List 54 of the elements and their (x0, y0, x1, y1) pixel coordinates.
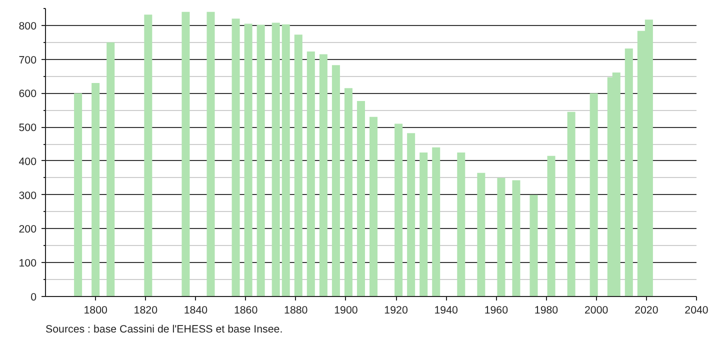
source-note: Sources : base Cassini de l'EHESS et base Insee. (46, 324, 283, 336)
x-tick-label: 1800 (84, 304, 108, 316)
bar (457, 152, 466, 296)
bar (356, 101, 365, 296)
bar (294, 34, 302, 296)
bar (432, 147, 440, 296)
bar (590, 93, 598, 296)
bar (477, 172, 486, 296)
y-tick-label: 700 (18, 54, 37, 66)
bar (624, 48, 633, 296)
y-tick-label: 400 (18, 156, 37, 168)
x-tick-label: 1840 (184, 304, 208, 316)
bar (332, 65, 340, 296)
x-tick-label: 2000 (584, 304, 608, 316)
bar (319, 54, 328, 296)
y-tick-label: 100 (18, 258, 37, 270)
y-tick-label: 600 (18, 88, 37, 100)
y-tick-label: 800 (18, 20, 37, 32)
x-tick-label: 1820 (134, 304, 158, 316)
bar (182, 12, 190, 296)
bar (282, 24, 290, 296)
x-tick-label: 1860 (234, 304, 258, 316)
x-tick-label: 2020 (634, 304, 658, 316)
bar (497, 178, 506, 296)
y-tick-label: 200 (18, 224, 37, 236)
x-tick-label: 2040 (684, 304, 708, 316)
bar (567, 112, 576, 296)
bar (530, 194, 538, 296)
bar (394, 124, 403, 296)
bar (144, 14, 152, 296)
x-tick-label: 1880 (284, 304, 308, 316)
bar (272, 22, 280, 296)
bar (407, 133, 416, 296)
x-tick-label: 1960 (484, 304, 508, 316)
y-tick-label: 300 (18, 190, 37, 202)
bar (232, 18, 240, 296)
x-tick-label: 1980 (534, 304, 558, 316)
y-tick-label: 500 (18, 122, 37, 134)
bar (306, 52, 315, 296)
x-tick-label: 1900 (334, 304, 358, 316)
bar (512, 180, 520, 296)
bar (256, 24, 265, 296)
x-tick-label: 1920 (384, 304, 408, 316)
bar (344, 88, 352, 296)
bar (370, 116, 378, 296)
y-tick-label: 0 (30, 292, 37, 304)
x-tick-label: 1940 (434, 304, 458, 316)
bar (74, 93, 82, 296)
bar (420, 152, 428, 296)
bar (106, 42, 115, 296)
bar (547, 156, 556, 296)
bar (206, 12, 215, 296)
bar (244, 24, 252, 296)
bar (92, 83, 100, 296)
